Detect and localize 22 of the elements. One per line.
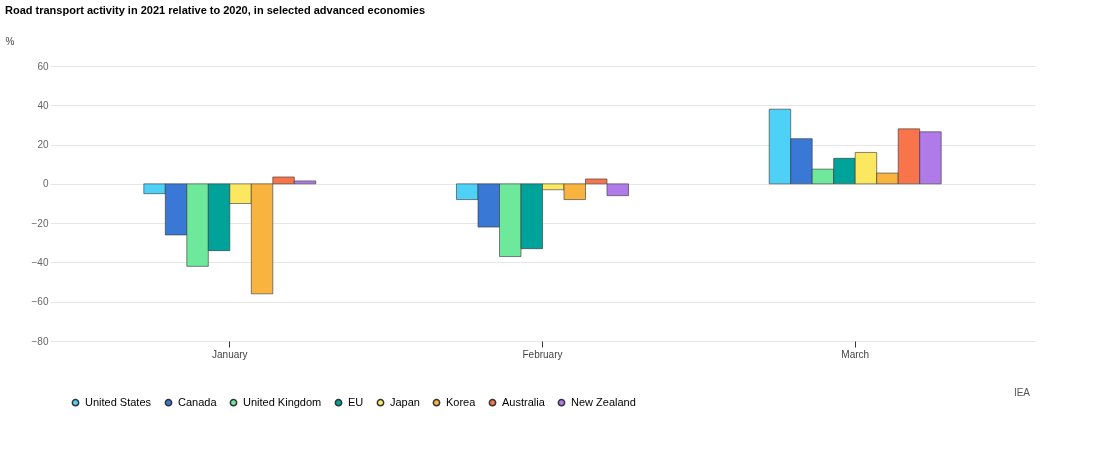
y-tick-label: 40 <box>37 99 49 111</box>
legend-label: United States <box>85 395 152 408</box>
y-tick-label: 20 <box>37 139 49 151</box>
y-tick-label: −20 <box>31 217 49 229</box>
legend-label: Australia <box>502 395 546 408</box>
text: IEA <box>1013 387 1031 398</box>
y-tick-label: 60 <box>37 60 49 72</box>
legend-label: Canada <box>178 395 218 408</box>
y-tick-label: −40 <box>31 256 49 268</box>
y-tick-label: −60 <box>31 296 49 308</box>
y-axis-title: % <box>5 35 15 47</box>
chart-title: Road transport activity in 2021 relative to 2020, in selected advanced economies <box>5 4 426 16</box>
y-tick-label: −80 <box>31 335 49 347</box>
x-tick-label: February <box>522 348 563 360</box>
legend-label: Korea <box>446 395 477 408</box>
y-tick-label: 0 <box>42 178 49 190</box>
x-tick-label: January <box>212 348 248 360</box>
legend-label: Japan <box>390 395 420 408</box>
legend-label: New Zealand <box>571 395 636 408</box>
legend-label: EU <box>348 395 364 408</box>
x-tick-label: March <box>841 348 870 360</box>
legend-label: United Kingdom <box>243 395 322 408</box>
